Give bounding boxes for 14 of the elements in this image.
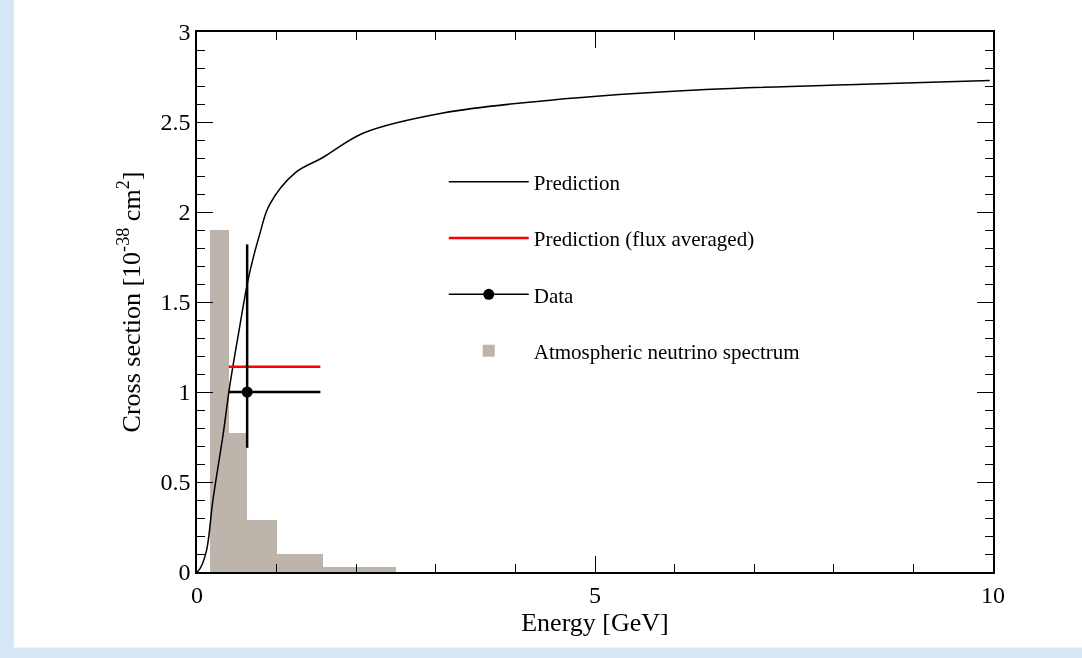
y-tick-label: 0.5 [160,469,191,496]
y-tick-label: 1 [178,379,191,406]
y-tick-label: 0 [178,559,191,586]
x-axis-title: Energy [GeV] [521,607,669,637]
legend-label: Prediction [533,170,621,195]
y-tick-label: 2 [178,199,191,226]
y-tick-label: 2.5 [160,109,191,136]
legend-label: Data [533,283,575,308]
legend-label: Prediction (flux averaged) [533,227,755,252]
y-tick-label: 1.5 [160,289,191,316]
x-tick-label: 10 [981,581,1005,608]
legend-label: Atmospheric neutrino spectrum [533,339,800,364]
y-tick-label: 3 [178,19,191,46]
x-tick-label: 5 [589,581,601,608]
